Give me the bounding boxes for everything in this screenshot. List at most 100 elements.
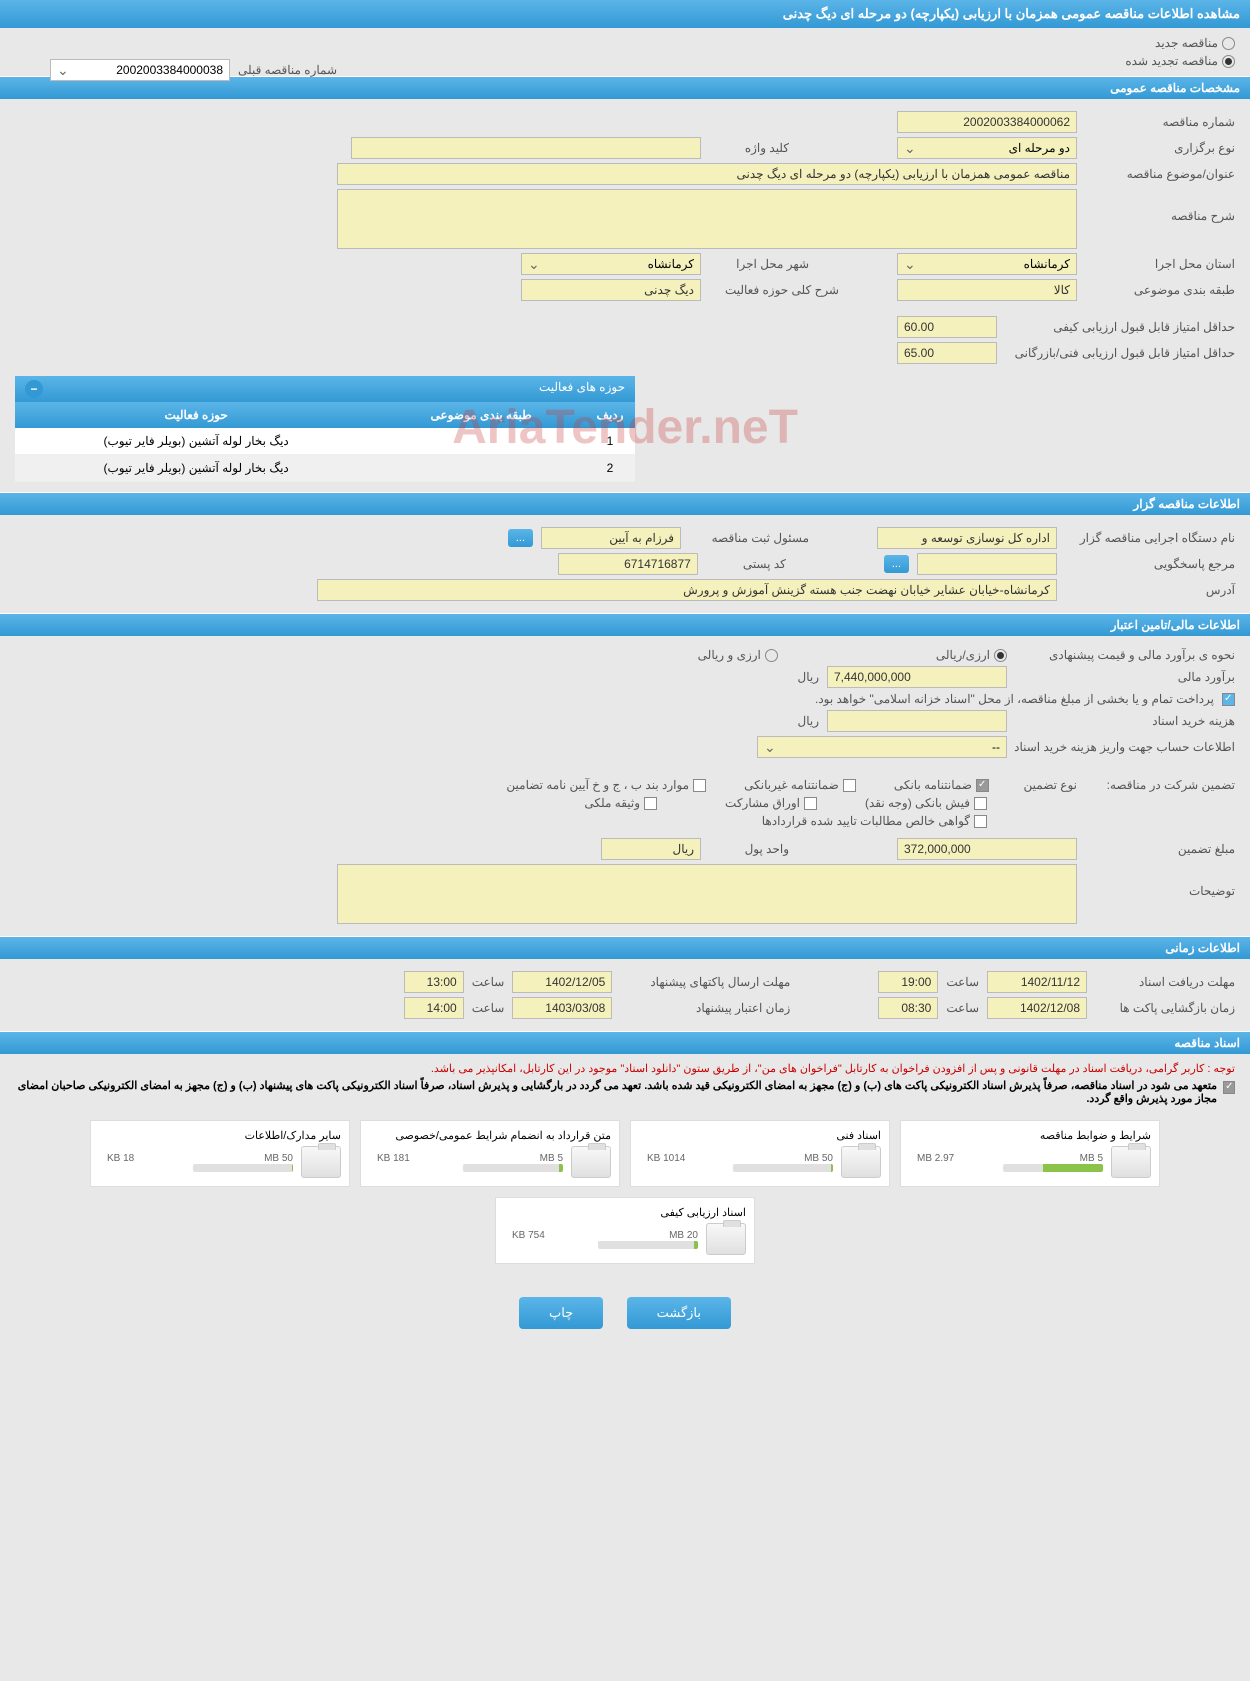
folder-icon (706, 1223, 746, 1255)
notes-label: توضیحات (1085, 864, 1235, 898)
category-field: کالا (897, 279, 1077, 301)
col-category: طبقه بندی موضوعی (377, 402, 585, 428)
payment-note: پرداخت تمام و یا بخشی از مبلغ مناقصه، از… (815, 692, 1214, 706)
opening-date[interactable]: 1402/12/08 (987, 997, 1087, 1019)
address-field[interactable]: کرمانشاه-خیابان عشایر خیابان نهضت جنب هس… (317, 579, 1057, 601)
currency-unit-label: واحد پول (709, 842, 789, 856)
radio-ir-currency[interactable]: ارزی/ریالی (936, 648, 1007, 662)
radio-renewed-tender[interactable]: مناقصه تجدید شده (1125, 54, 1235, 68)
quality-score-label: حداقل امتیاز قابل قبول ارزیابی کیفی (1005, 320, 1235, 334)
gt-property[interactable]: وثیقه ملکی (584, 796, 657, 810)
activity-desc-field[interactable]: دیگ چدنی (521, 279, 701, 301)
responsible-label: مسئول ثبت مناقصه (689, 531, 809, 545)
address-label: آدرس (1065, 583, 1235, 597)
guarantee-type-label: نوع تضمین (997, 778, 1077, 792)
prev-number-dropdown[interactable]: 2002003384000038 (50, 59, 230, 81)
receive-label: مهلت دریافت اسناد (1095, 975, 1235, 989)
province-dropdown[interactable]: کرمانشاه (897, 253, 1077, 275)
back-button[interactable]: بازگشت (627, 1297, 731, 1329)
file-box[interactable]: سایر مدارک/اطلاعات 50 MB18 KB (90, 1120, 350, 1187)
type-label: نوع برگزاری (1085, 141, 1235, 155)
validity-date[interactable]: 1403/03/08 (512, 997, 612, 1019)
contact-more-button[interactable]: ... (884, 555, 909, 573)
type-dropdown[interactable]: دو مرحله ای (897, 137, 1077, 159)
gt-claims[interactable]: گواهی خالص مطالبات تایید شده قراردادها (762, 814, 987, 828)
radio-icon (765, 649, 778, 662)
file-box[interactable]: اسناد ارزیابی کیفی 20 MB754 KB (495, 1197, 755, 1264)
opening-time[interactable]: 08:30 (878, 997, 938, 1019)
tech-score-field[interactable]: 65.00 (897, 342, 997, 364)
guarantee-label: تضمین شرکت در مناقصه: (1085, 778, 1235, 792)
radio-label: مناقصه جدید (1155, 36, 1218, 50)
folder-icon (1111, 1146, 1151, 1178)
responsible-field: فرزام به آیین (541, 527, 681, 549)
file-box[interactable]: اسناد فنی 50 MB1014 KB (630, 1120, 890, 1187)
file-box[interactable]: شرایط و ضوابط مناقصه 5 MB2.97 MB (900, 1120, 1160, 1187)
radio-icon (1222, 55, 1235, 68)
number-field: 2002003384000062 (897, 111, 1077, 133)
guarantee-amount-label: مبلغ تضمین (1085, 842, 1235, 856)
print-button[interactable]: چاپ (519, 1297, 603, 1329)
number-label: شماره مناقصه (1085, 115, 1235, 129)
gt-nonbank[interactable]: ضمانتنامه غیربانکی (744, 778, 856, 792)
prev-number-label: شماره مناقصه قبلی (238, 63, 337, 77)
validity-time[interactable]: 14:00 (404, 997, 464, 1019)
category-label: طبقه بندی موضوعی (1085, 283, 1235, 297)
validity-label: زمان اعتبار پیشنهاد (620, 1001, 790, 1015)
gt-bank[interactable]: ضمانتنامه بانکی (894, 778, 989, 792)
org-label: نام دستگاه اجرایی مناقصه گزار (1065, 531, 1235, 545)
collapse-button[interactable]: − (25, 380, 43, 398)
description-field[interactable] (337, 189, 1077, 249)
activity-desc-label: شرح کلی حوزه فعالیت (709, 283, 839, 297)
tech-score-label: حداقل امتیاز قابل قبول ارزیابی فنی/بازرگ… (1005, 346, 1235, 360)
radio-icon (994, 649, 1007, 662)
send-time[interactable]: 13:00 (404, 971, 464, 993)
file-box[interactable]: متن قرارداد به انضمام شرایط عمومی/خصوصی … (360, 1120, 620, 1187)
postal-label: کد پستی (706, 557, 786, 571)
guarantee-amount-field[interactable]: 372,000,000 (897, 838, 1077, 860)
estimate-field[interactable]: 7,440,000,000 (827, 666, 1007, 688)
payment-checkbox[interactable] (1222, 693, 1235, 706)
section-financial: اطلاعات مالی/تامین اعتبار (0, 613, 1250, 636)
contact-label: مرجع پاسخگویی (1065, 557, 1235, 571)
table-row: 1دیگ بخار لوله آتشین (بویلر فایر تیوب) (15, 428, 635, 455)
folder-icon (301, 1146, 341, 1178)
postal-field[interactable]: 6714716877 (558, 553, 698, 575)
table-row: 2دیگ بخار لوله آتشین (بویلر فایر تیوب) (15, 455, 635, 482)
gt-partnership[interactable]: اوراق مشارکت (725, 796, 817, 810)
warning-text: توجه : کاربر گرامی، دریافت اسناد در مهلت… (15, 1062, 1235, 1075)
send-date[interactable]: 1402/12/05 (512, 971, 612, 993)
section-timing: اطلاعات زمانی (0, 936, 1250, 959)
org-field: اداره کل نوسازی توسعه و (877, 527, 1057, 549)
gt-cash[interactable]: فیش بانکی (وجه نقد) (865, 796, 987, 810)
section-organizer: اطلاعات مناقصه گزار (0, 492, 1250, 515)
city-label: شهر محل اجرا (709, 257, 809, 271)
commitment-text: متعهد می شود در اسناد مناقصه، صرفاً پذیر… (15, 1079, 1217, 1105)
title-label: عنوان/موضوع مناقصه (1085, 167, 1235, 181)
radio-label: مناقصه تجدید شده (1125, 54, 1218, 68)
doc-cost-field[interactable] (827, 710, 1007, 732)
currency-unit-field: ریال (601, 838, 701, 860)
city-dropdown[interactable]: کرمانشاه (521, 253, 701, 275)
quality-score-field[interactable]: 60.00 (897, 316, 997, 338)
col-activity: حوزه فعالیت (15, 402, 377, 428)
account-dropdown[interactable]: -- (757, 736, 1007, 758)
opening-label: زمان بازگشایی پاکت ها (1095, 1001, 1235, 1015)
receive-date[interactable]: 1402/11/12 (987, 971, 1087, 993)
price-method-label: نحوه ی برآورد مالی و قیمت پیشنهادی (1015, 648, 1235, 662)
radio-new-tender[interactable]: مناقصه جدید (1155, 36, 1235, 50)
description-label: شرح مناقصه (1085, 189, 1235, 223)
radio-foreign-currency[interactable]: ارزی و ریالی (698, 648, 778, 662)
more-button[interactable]: ... (508, 529, 533, 547)
col-row: ردیف (585, 402, 635, 428)
notes-field[interactable] (337, 864, 1077, 924)
activities-table: ردیف طبقه بندی موضوعی حوزه فعالیت 1دیگ ب… (15, 402, 635, 482)
keyword-field[interactable] (351, 137, 701, 159)
receive-time[interactable]: 19:00 (878, 971, 938, 993)
send-label: مهلت ارسال پاکتهای پیشنهاد (620, 975, 790, 989)
title-field[interactable]: مناقصه عمومی همزمان با ارزیابی (یکپارچه)… (337, 163, 1077, 185)
province-label: استان محل اجرا (1085, 257, 1235, 271)
contact-field[interactable] (917, 553, 1057, 575)
gt-cases[interactable]: موارد بند ب ، ج و خ آیین نامه تضامین (506, 778, 706, 792)
folder-icon (841, 1146, 881, 1178)
